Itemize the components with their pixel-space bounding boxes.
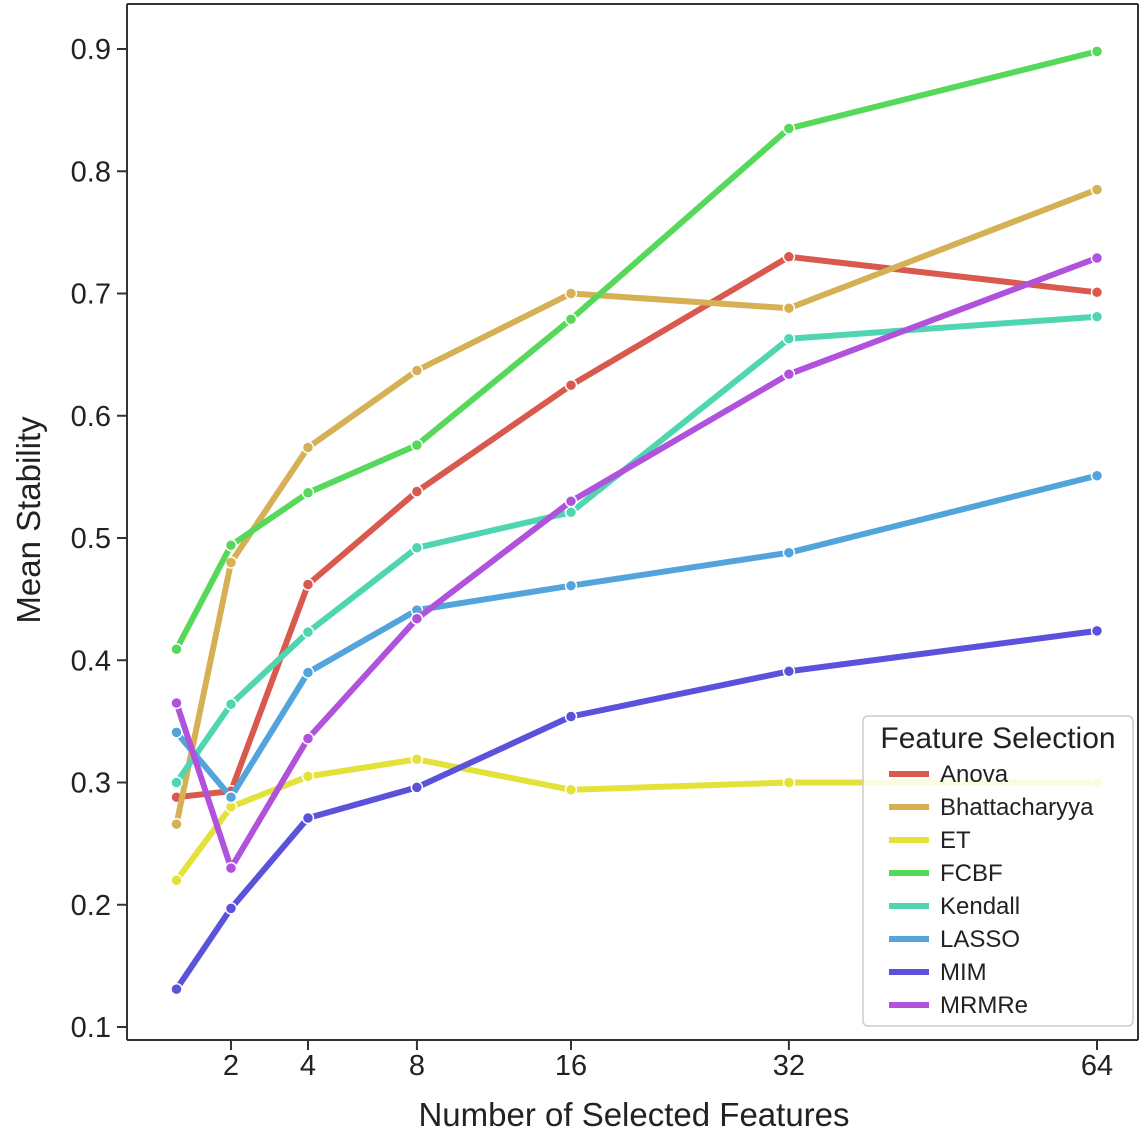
- legend-label-lasso: LASSO: [940, 926, 1020, 953]
- data-point-mrmre: [301, 732, 315, 745]
- data-point-et: [782, 776, 796, 789]
- y-tick-label: 0.1: [71, 1012, 111, 1044]
- data-point-fcbf: [170, 642, 183, 656]
- series-lasso: [170, 469, 1104, 804]
- x-tick-label: 2: [223, 1050, 239, 1082]
- series-line-fcbf: [173, 48, 1100, 653]
- y-tick-label: 0.7: [71, 279, 111, 311]
- data-point-mim: [170, 982, 183, 996]
- data-point-kendall: [782, 332, 796, 345]
- x-tick-label: 8: [409, 1050, 425, 1082]
- data-point-bhattacharyya: [410, 364, 424, 377]
- data-point-lasso: [301, 666, 315, 679]
- data-point-fcbf: [1090, 45, 1104, 58]
- data-point-mim: [301, 811, 315, 825]
- y-tick-label: 0.8: [71, 156, 111, 188]
- data-point-et: [170, 874, 183, 887]
- y-tick-label: 0.4: [71, 645, 111, 677]
- legend-title: Feature Selection: [880, 722, 1115, 755]
- data-point-lasso: [170, 726, 183, 739]
- data-point-mrmre: [782, 367, 796, 381]
- axes: [126, 3, 1139, 1041]
- data-point-kendall: [564, 506, 578, 519]
- data-point-fcbf: [224, 539, 238, 552]
- data-point-kendall: [301, 625, 315, 639]
- data-point-fcbf: [564, 312, 578, 326]
- data-point-et: [564, 783, 578, 797]
- series-bhattacharyya: [170, 183, 1104, 831]
- legend-label-anova: Anova: [940, 761, 1009, 788]
- legend-label-mrmre: MRMRe: [940, 992, 1028, 1019]
- data-point-et: [410, 753, 424, 766]
- data-point-anova: [410, 485, 424, 498]
- legend-label-bhattacharyya: Bhattacharyya: [940, 794, 1094, 821]
- data-point-mim: [564, 710, 578, 723]
- data-point-lasso: [782, 546, 796, 559]
- data-point-mrmre: [224, 861, 238, 875]
- y-axis-title: Mean Stability: [10, 416, 47, 624]
- x-tick-label: 4: [300, 1050, 316, 1082]
- data-point-fcbf: [410, 438, 424, 452]
- data-point-bhattacharyya: [170, 817, 183, 831]
- data-point-bhattacharyya: [1090, 183, 1104, 196]
- data-point-anova: [1090, 286, 1104, 299]
- data-point-kendall: [410, 541, 424, 555]
- data-point-kendall: [170, 776, 183, 789]
- y-tick-label: 0.5: [71, 523, 111, 555]
- data-point-et: [301, 770, 315, 783]
- data-point-anova: [301, 578, 315, 591]
- legend-label-et: ET: [940, 827, 971, 854]
- series-mrmre: [170, 251, 1104, 875]
- series-mim: [170, 624, 1104, 996]
- legend-label-fcbf: FCBF: [940, 860, 1003, 887]
- legend-label-mim: MIM: [940, 959, 987, 986]
- legend: Feature Selection Anova Bhattacharyya ET FCB…: [862, 715, 1134, 1027]
- series-kendall: [170, 310, 1104, 789]
- series-fcbf: [170, 45, 1104, 656]
- data-point-anova: [564, 378, 578, 392]
- x-axis-title: Number of Selected Features: [418, 1096, 849, 1133]
- data-point-kendall: [1090, 310, 1104, 323]
- x-tick-label: 32: [773, 1050, 805, 1082]
- data-point-mrmre: [170, 696, 183, 710]
- data-point-bhattacharyya: [782, 301, 796, 315]
- data-point-mrmre: [564, 495, 578, 508]
- data-point-mim: [782, 665, 796, 678]
- data-point-kendall: [224, 698, 238, 711]
- legend-label-kendall: Kendall: [940, 893, 1020, 920]
- data-point-mim: [224, 902, 238, 915]
- data-point-bhattacharyya: [564, 287, 578, 300]
- series-line-kendall: [173, 313, 1100, 786]
- data-point-bhattacharyya: [224, 556, 238, 569]
- data-point-mrmre: [1090, 251, 1104, 265]
- data-point-fcbf: [782, 122, 796, 135]
- x-tick-label: 64: [1081, 1050, 1113, 1082]
- data-point-anova: [782, 250, 796, 264]
- data-point-lasso: [1090, 469, 1104, 482]
- y-tick-label: 0.9: [71, 34, 111, 66]
- data-point-mrmre: [410, 612, 424, 625]
- data-point-fcbf: [301, 486, 315, 500]
- x-tick-label: 16: [555, 1050, 587, 1082]
- data-point-lasso: [224, 790, 238, 804]
- data-point-lasso: [564, 579, 578, 592]
- legend-box: [862, 715, 1134, 1027]
- data-point-mim: [1090, 624, 1104, 638]
- y-tick-label: 0.6: [71, 401, 111, 433]
- y-tick-label: 0.3: [71, 768, 111, 800]
- data-point-bhattacharyya: [301, 441, 315, 454]
- data-point-mim: [410, 781, 424, 794]
- y-tick-label: 0.2: [71, 890, 111, 922]
